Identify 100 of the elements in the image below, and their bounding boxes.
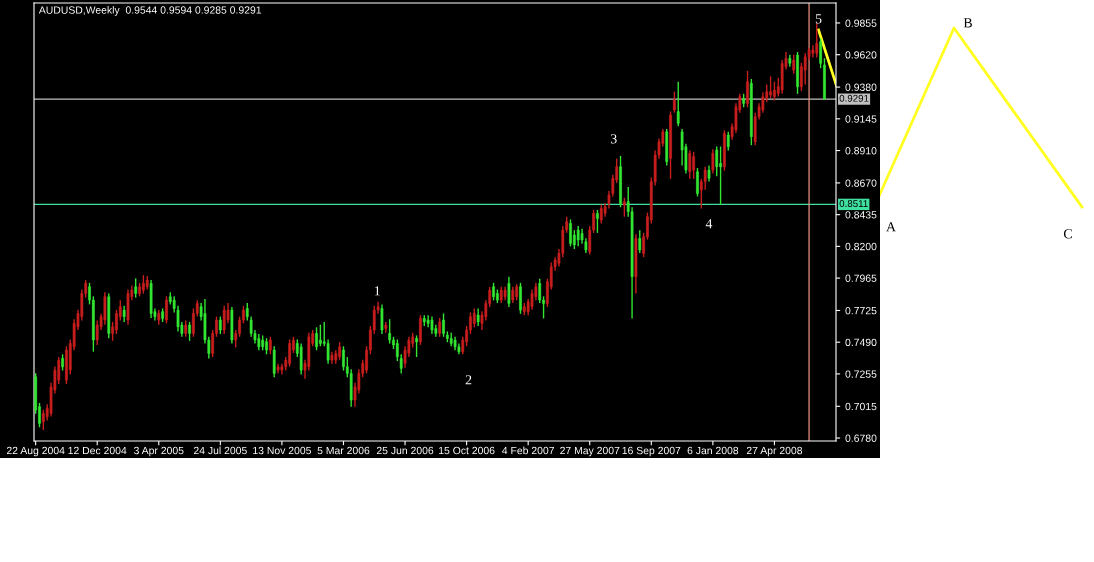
candlestick [165, 295, 168, 324]
candlestick [61, 353, 64, 372]
text: A [886, 222, 896, 232]
x-tick-label: 25 Jun 2006 [376, 446, 434, 455]
y-tick-label: 0.7490 [845, 338, 877, 347]
y-tick-label: 0.9855 [845, 19, 877, 27]
candlestick [599, 203, 603, 225]
candlestick [442, 312, 445, 338]
y-tick-label: 0.9620 [845, 51, 877, 59]
x-tick-label: 27 Apr 2008 [746, 446, 803, 457]
y-tick-label: 0.9145 [845, 115, 877, 123]
candlestick [576, 225, 580, 248]
annotation: 3 [610, 134, 617, 144]
candlestick [715, 145, 719, 177]
candlestick [188, 321, 191, 342]
candlestick [796, 51, 799, 95]
candlestick [673, 90, 676, 114]
ref-line-label: 0.8511 [839, 200, 868, 207]
candlestick [792, 54, 796, 75]
candlestick [288, 338, 291, 368]
x-tick-label: 16 Sep 2007 [622, 446, 681, 457]
annotation: 1 [374, 286, 380, 296]
candlestick [719, 145, 722, 206]
y-tick-label: 0.8200 [845, 242, 877, 251]
candlestick [338, 341, 342, 361]
candlestick [299, 342, 303, 376]
candlestick [445, 330, 449, 343]
candlestick [192, 307, 195, 338]
x-tick-label: 5 Mar 2006 [317, 446, 370, 455]
candlestick [492, 282, 495, 302]
candlestick [472, 307, 476, 329]
annotation: 5 [815, 14, 822, 24]
candlestick [688, 149, 692, 180]
candlestick [138, 282, 141, 297]
candlestick [538, 278, 542, 304]
candlestick [142, 274, 145, 295]
candlestick [496, 288, 499, 304]
annotation: 2 [465, 375, 472, 385]
candlestick [380, 303, 384, 335]
candlestick [265, 337, 268, 356]
candlestick [823, 57, 826, 101]
annotation: 4 [705, 219, 713, 229]
candlestick [711, 148, 715, 175]
candlestick [103, 291, 107, 326]
chart-title: AUDUSD,Weekly 0.9544 0.9594 0.9285 0.9291 [38, 6, 262, 16]
candlestick [815, 22, 819, 59]
candlestick [746, 70, 749, 109]
candlestick [819, 37, 822, 69]
candlestick [726, 130, 730, 152]
x-tick-label: 3 Apr 2005 [133, 446, 184, 457]
candlestick [419, 314, 422, 346]
candlestick [596, 209, 599, 234]
x-tick-label: 12 Dec 2004 [68, 446, 127, 455]
x-tick-label: 27 May 2007 [560, 446, 620, 457]
text: B [963, 18, 972, 28]
candlestick [622, 197, 626, 218]
candlestick [507, 276, 511, 308]
candlestick [676, 80, 680, 127]
y-tick-label: 0.8435 [845, 211, 877, 219]
y-tick-label: 0.7965 [845, 274, 877, 282]
candlestick [692, 151, 696, 180]
candlestick [519, 282, 522, 315]
candlestick [41, 408, 45, 431]
x-tick-label: 24 Jul 2005 [193, 446, 247, 455]
ref-line-label: 0.9291 [839, 94, 869, 102]
x-tick-label: 6 Jan 2008 [687, 446, 739, 455]
y-tick-label: 0.8910 [845, 147, 877, 155]
y-tick-label: 0.7255 [845, 370, 877, 378]
candlestick [272, 345, 276, 378]
candlestick [65, 345, 68, 385]
candlestick [515, 283, 519, 302]
candlestick [769, 75, 772, 99]
candlestick [315, 326, 318, 351]
x-tick-label: 22 Aug 2004 [6, 446, 65, 457]
x-tick-label: 13 Nov 2005 [253, 446, 312, 455]
x-tick-label: 15 Oct 2006 [439, 446, 495, 455]
candlestick [222, 305, 226, 335]
candlestick [669, 110, 672, 180]
candlestick [723, 129, 726, 172]
y-tick-label: 0.8670 [845, 179, 877, 187]
candlestick [569, 218, 572, 248]
candlestick [696, 167, 699, 198]
candlestick [342, 345, 345, 372]
candlestick [319, 323, 322, 347]
x-tick-label: 4 Feb 2007 [502, 446, 554, 455]
text: C [1063, 229, 1072, 239]
y-tick-label: 0.9380 [845, 83, 877, 91]
candlestick [638, 229, 642, 254]
candlestick [388, 318, 392, 345]
candlestick [415, 334, 418, 358]
candlestick [619, 155, 622, 208]
candlestick [115, 309, 118, 335]
candlestick [134, 277, 138, 299]
candlestick [438, 317, 442, 338]
candlestick [773, 80, 776, 102]
y-tick-label: 0.6780 [845, 434, 877, 442]
y-tick-label: 0.7725 [845, 306, 877, 315]
y-tick-label: 0.7015 [845, 402, 877, 411]
candlestick [268, 336, 272, 356]
candlestick [161, 307, 165, 323]
